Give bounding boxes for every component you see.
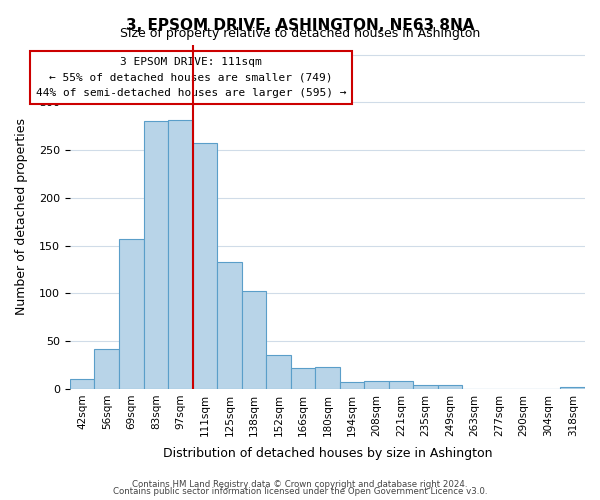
Bar [193,144,217,389]
Bar [70,380,94,389]
Bar [242,290,266,389]
Bar [119,239,143,389]
Bar [217,262,242,389]
Bar [389,382,413,389]
X-axis label: Distribution of detached houses by size in Ashington: Distribution of detached houses by size … [163,447,492,460]
Text: Contains HM Land Registry data © Crown copyright and database right 2024.: Contains HM Land Registry data © Crown c… [132,480,468,489]
Bar [340,382,364,389]
Y-axis label: Number of detached properties: Number of detached properties [15,118,28,316]
Text: Contains public sector information licensed under the Open Government Licence v3: Contains public sector information licen… [113,487,487,496]
Bar [364,382,389,389]
Bar [168,120,193,389]
Text: 3 EPSOM DRIVE: 111sqm
← 55% of detached houses are smaller (749)
44% of semi-det: 3 EPSOM DRIVE: 111sqm ← 55% of detached … [36,57,346,98]
Text: 3, EPSOM DRIVE, ASHINGTON, NE63 8NA: 3, EPSOM DRIVE, ASHINGTON, NE63 8NA [126,18,474,32]
Bar [413,385,438,389]
Bar [290,368,315,389]
Bar [315,367,340,389]
Bar [143,122,168,389]
Bar [560,387,585,389]
Bar [94,349,119,389]
Text: Size of property relative to detached houses in Ashington: Size of property relative to detached ho… [120,28,480,40]
Bar [266,356,290,389]
Bar [438,385,463,389]
